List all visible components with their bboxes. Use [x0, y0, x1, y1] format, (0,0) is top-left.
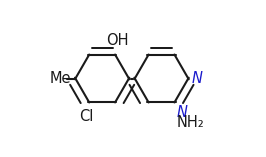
Text: N: N	[191, 71, 202, 86]
Text: N: N	[177, 105, 188, 120]
Text: OH: OH	[106, 33, 128, 48]
Text: NH₂: NH₂	[177, 115, 204, 130]
Text: Cl: Cl	[79, 109, 94, 124]
Text: Me: Me	[50, 71, 71, 86]
